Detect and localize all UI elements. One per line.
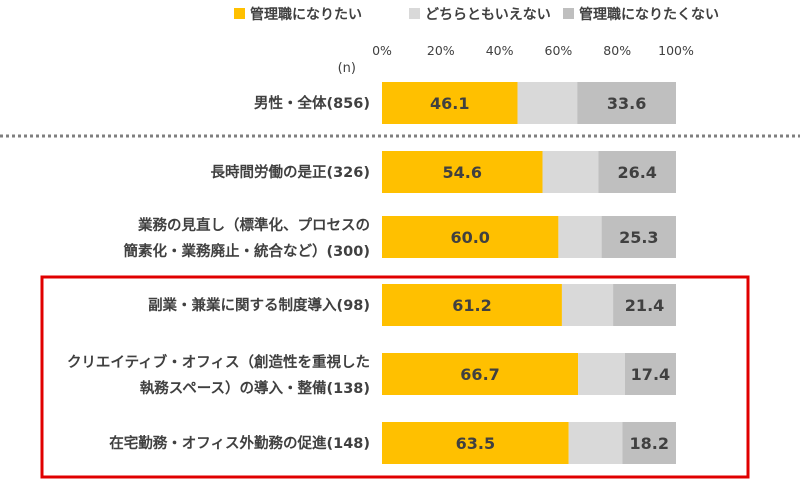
data-label: 25.3 (619, 228, 658, 247)
data-label: 46.1 (430, 94, 469, 113)
data-label: 18.2 (630, 434, 669, 453)
data-label: 17.4 (631, 365, 670, 384)
data-label: 63.5 (456, 434, 495, 453)
data-label: 21.4 (625, 296, 664, 315)
data-label: 61.2 (452, 296, 491, 315)
data-label: 54.6 (443, 163, 482, 182)
legend-swatch-3 (563, 8, 574, 19)
bar-segment-3 (622, 422, 676, 464)
legend-label-2: どちらともいえない (425, 7, 551, 23)
data-label: 66.7 (460, 365, 499, 384)
category-label: 副業・兼業に関する制度導入(98) (148, 296, 370, 314)
x-tick-label: 20% (427, 43, 455, 58)
category-label: 執務スペース）の導入・整備(138) (140, 379, 370, 397)
x-tick-label: 60% (545, 43, 573, 58)
data-label: 33.6 (607, 94, 646, 113)
bar-segment-3 (613, 284, 676, 326)
x-tick-label: 80% (603, 43, 631, 58)
bar-segment-1 (382, 422, 569, 464)
legend-swatch-2 (409, 8, 420, 19)
bar-segment-3 (598, 151, 676, 193)
bar-segment-1 (382, 216, 559, 258)
bar-segment-1 (382, 353, 579, 395)
category-label: 簡素化・業務廃止・統合など）(300) (123, 242, 370, 260)
data-label: 60.0 (450, 228, 489, 247)
bar-segment-2 (558, 216, 602, 258)
category-labels: 男性・全体(856) 長時間労働の是正(326) 業務の見直し（標準化、プロセスの簡… (67, 94, 370, 452)
highlight-box (40, 275, 750, 479)
bar-segment-1 (382, 82, 518, 124)
bar-segment-1 (382, 284, 562, 326)
bar-segment-2 (568, 422, 623, 464)
bar-segment-2 (517, 82, 578, 124)
bars: 46.1 33.6 54.6 26.4 60.0 25.3 61.2 21.4 66.7 17.4… (382, 82, 676, 464)
legend-label-1: 管理職になりたい (250, 6, 362, 23)
bar-segment-3 (577, 82, 676, 124)
bar-segment-3 (601, 216, 676, 258)
bar-segment-3 (624, 353, 676, 395)
x-tick-label: 0% (372, 43, 392, 58)
n-label: (n) (338, 61, 356, 76)
bar-segment-2 (542, 151, 599, 193)
x-axis-ticks: 0% 20% 40% 60% 80% 100% (372, 43, 694, 58)
category-label: 男性・全体(856) (254, 94, 370, 112)
legend-swatch-1 (234, 8, 245, 19)
x-tick-label: 100% (658, 43, 694, 58)
category-label: 在宅勤務・オフィス外勤務の促進(148) (109, 434, 370, 452)
bar-segment-1 (382, 151, 543, 193)
bar-segment-2 (578, 353, 625, 395)
category-label: 業務の見直し（標準化、プロセスの (137, 216, 370, 234)
category-label: クリエイティブ・オフィス（創造性を重視した (67, 353, 370, 371)
data-label: 26.4 (617, 163, 656, 182)
x-tick-label: 40% (486, 43, 514, 58)
legend: 管理職になりたい どちらともいえない 管理職になりたくない (234, 6, 719, 23)
category-label: 長時間労働の是正(326) (210, 163, 370, 181)
bar-segment-2 (561, 284, 614, 326)
legend-label-3: 管理職になりたくない (579, 6, 719, 23)
